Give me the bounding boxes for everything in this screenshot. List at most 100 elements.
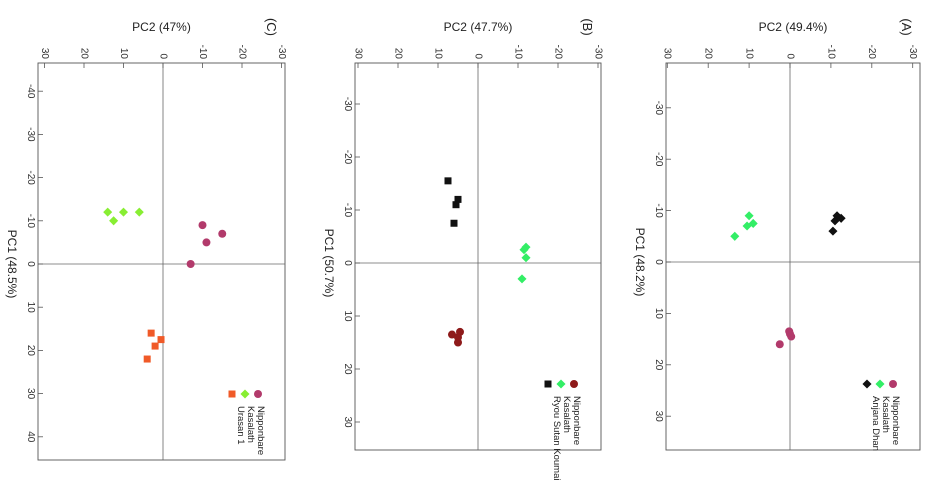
pc2-tick-label: -10 [197, 45, 208, 60]
data-point [452, 201, 460, 209]
panel-label: (A) [899, 18, 914, 35]
pc1-tick-label: 20 [653, 359, 664, 371]
legend-label: Urasan 1 [235, 406, 246, 445]
data-point [151, 342, 159, 350]
plot-frame [665, 62, 921, 451]
data-point [744, 211, 754, 221]
panel-label: (C) [264, 18, 279, 36]
panel-c: -30 -20 -10 0 10 20 30 -40 -30 -20 -10 0 10 20 30 40 PC2… [5, 18, 287, 461]
panel-b: -30 -20 -10 0 10 20 30 -30 -20 -10 0 10 20 30 PC2 (47.… [322, 18, 603, 480]
legend-marker [544, 380, 552, 388]
pc1-axis-label: PC1 (50.7%) [322, 229, 336, 298]
pc1-axis-label: PC1 (48.2%) [633, 228, 647, 297]
legend-label: Nipponbare [571, 396, 582, 445]
data-point [109, 216, 119, 226]
pc2-tick-label: 20 [703, 48, 714, 60]
data-point [456, 327, 464, 336]
legend-label: Ryou Sutan Koumai [551, 396, 562, 481]
legend-marker [570, 380, 578, 388]
data-point [785, 327, 794, 336]
pc1-tick-label: -30 [342, 97, 353, 112]
data-point [730, 231, 740, 241]
data-point [103, 207, 113, 217]
legend-marker [875, 379, 885, 389]
legend-label: Anjana Dhan [870, 396, 881, 451]
pc1-tick-label: 0 [653, 259, 664, 265]
data-point [118, 207, 129, 217]
data-point [147, 329, 155, 337]
pc1-tick-label: -40 [25, 84, 36, 99]
pc2-tick-label: -30 [592, 45, 603, 60]
legend-label: Nipponbare [890, 396, 901, 445]
legend-label: Nipponbare [255, 406, 266, 455]
data-point [444, 177, 452, 185]
pc2-tick-label: 0 [784, 53, 795, 59]
pc1-tick-label: -10 [25, 214, 36, 229]
pc2-tick-label: -10 [825, 45, 836, 60]
pc1-tick-label: -20 [653, 152, 664, 167]
data-point [454, 195, 462, 203]
data-point [450, 219, 458, 227]
pc1-tick-label: 20 [25, 345, 36, 357]
legend-marker [240, 389, 250, 399]
pc1-tick-label: 0 [342, 260, 353, 266]
panel-label: (B) [580, 18, 595, 35]
data-point [186, 260, 195, 268]
data-point [521, 253, 531, 263]
pc1-tick-label: 30 [342, 416, 353, 428]
pc1-tick-label: 10 [342, 310, 353, 322]
data-point [134, 207, 144, 217]
pc1-tick-label: 10 [25, 302, 36, 314]
data-point [157, 336, 165, 344]
pc2-tick-label: -30 [276, 45, 287, 60]
data-point [202, 238, 211, 247]
data-point [775, 340, 784, 349]
legend-marker [862, 379, 872, 389]
pc2-tick-label: -10 [512, 45, 523, 60]
pc1-tick-label: 30 [653, 411, 664, 423]
pc2-tick-label: 30 [39, 48, 50, 60]
pc2-axis-label: PC2 (47%) [132, 20, 191, 34]
data-point [828, 226, 838, 236]
pc1-tick-label: 30 [25, 388, 36, 400]
pc2-tick-label: -20 [236, 45, 247, 60]
pc2-tick-label: 30 [662, 48, 673, 60]
legend-marker [254, 390, 262, 398]
pc1-tick-label: -20 [25, 170, 36, 185]
data-point [517, 274, 527, 284]
pc1-tick-label: -10 [342, 203, 353, 218]
legend-label: Kasalath [245, 406, 256, 443]
plot-frame [37, 62, 286, 461]
pc1-tick-label: 10 [653, 308, 664, 320]
pc2-tick-label: 20 [392, 48, 403, 60]
pc1-tick-label: 0 [25, 261, 36, 267]
pc1-tick-label: 40 [25, 431, 36, 443]
legend-label: Kasalath [880, 396, 891, 433]
pc1-tick-label: -10 [653, 203, 664, 218]
data-point [143, 355, 151, 363]
data-point [448, 330, 456, 339]
data-point [454, 338, 462, 347]
pc2-axis-label: PC2 (49.4%) [759, 20, 828, 34]
data-point [198, 221, 207, 230]
legend-label: Kasalath [561, 396, 572, 433]
pc1-tick-label: -20 [342, 150, 353, 165]
pc1-tick-label: -30 [653, 101, 664, 116]
pc2-tick-label: -20 [552, 45, 563, 60]
pc2-tick-label: 0 [472, 53, 483, 59]
pc2-tick-label: 0 [157, 53, 168, 59]
pc2-tick-label: 10 [432, 48, 443, 60]
pc1-axis-label: PC1 (48.5%) [5, 230, 19, 299]
legend-marker [889, 380, 897, 388]
legend-marker [228, 390, 236, 398]
pc2-tick-label: 10 [743, 48, 754, 60]
pc2-tick-label: -20 [866, 45, 877, 60]
pc2-tick-label: 10 [118, 48, 129, 60]
pc2-axis-label: PC2 (47.7%) [444, 20, 513, 34]
pc1-tick-label: 20 [342, 363, 353, 375]
legend-marker [556, 379, 566, 389]
panel-a: -30 -20 -10 0 10 20 30 -30 -20 -10 0 10 20 30 PC2 (49.… [633, 18, 921, 451]
pc1-tick-label: -30 [25, 127, 36, 142]
